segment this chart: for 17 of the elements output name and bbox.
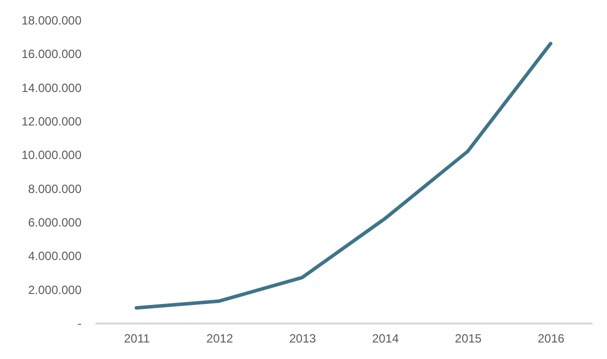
- line-series: [134, 42, 552, 310]
- x-tick-label: 2013: [289, 332, 316, 346]
- x-tick-label: 2014: [372, 332, 400, 346]
- y-tick-label: 10.000.000: [21, 148, 82, 162]
- y-tick-label: 18.000.000: [21, 14, 82, 28]
- y-tick-label: 2.000.000: [28, 282, 82, 297]
- y-tick-label: 12.000.000: [21, 114, 82, 128]
- x-tick-label: 2011: [124, 332, 150, 346]
- x-tick-label: 2015: [454, 332, 482, 346]
- y-tick-label: 8.000.000: [28, 182, 82, 196]
- x-tick-label: 2016: [538, 332, 565, 346]
- y-tick-label: 16.000.000: [21, 47, 82, 62]
- y-tick-label: -: [78, 316, 82, 330]
- y-tick-label: 6.000.000: [28, 216, 82, 230]
- y-tick-label: 4.000.000: [28, 249, 82, 264]
- y-tick-label: 14.000.000: [21, 80, 82, 95]
- x-tick-label: 2012: [206, 332, 234, 346]
